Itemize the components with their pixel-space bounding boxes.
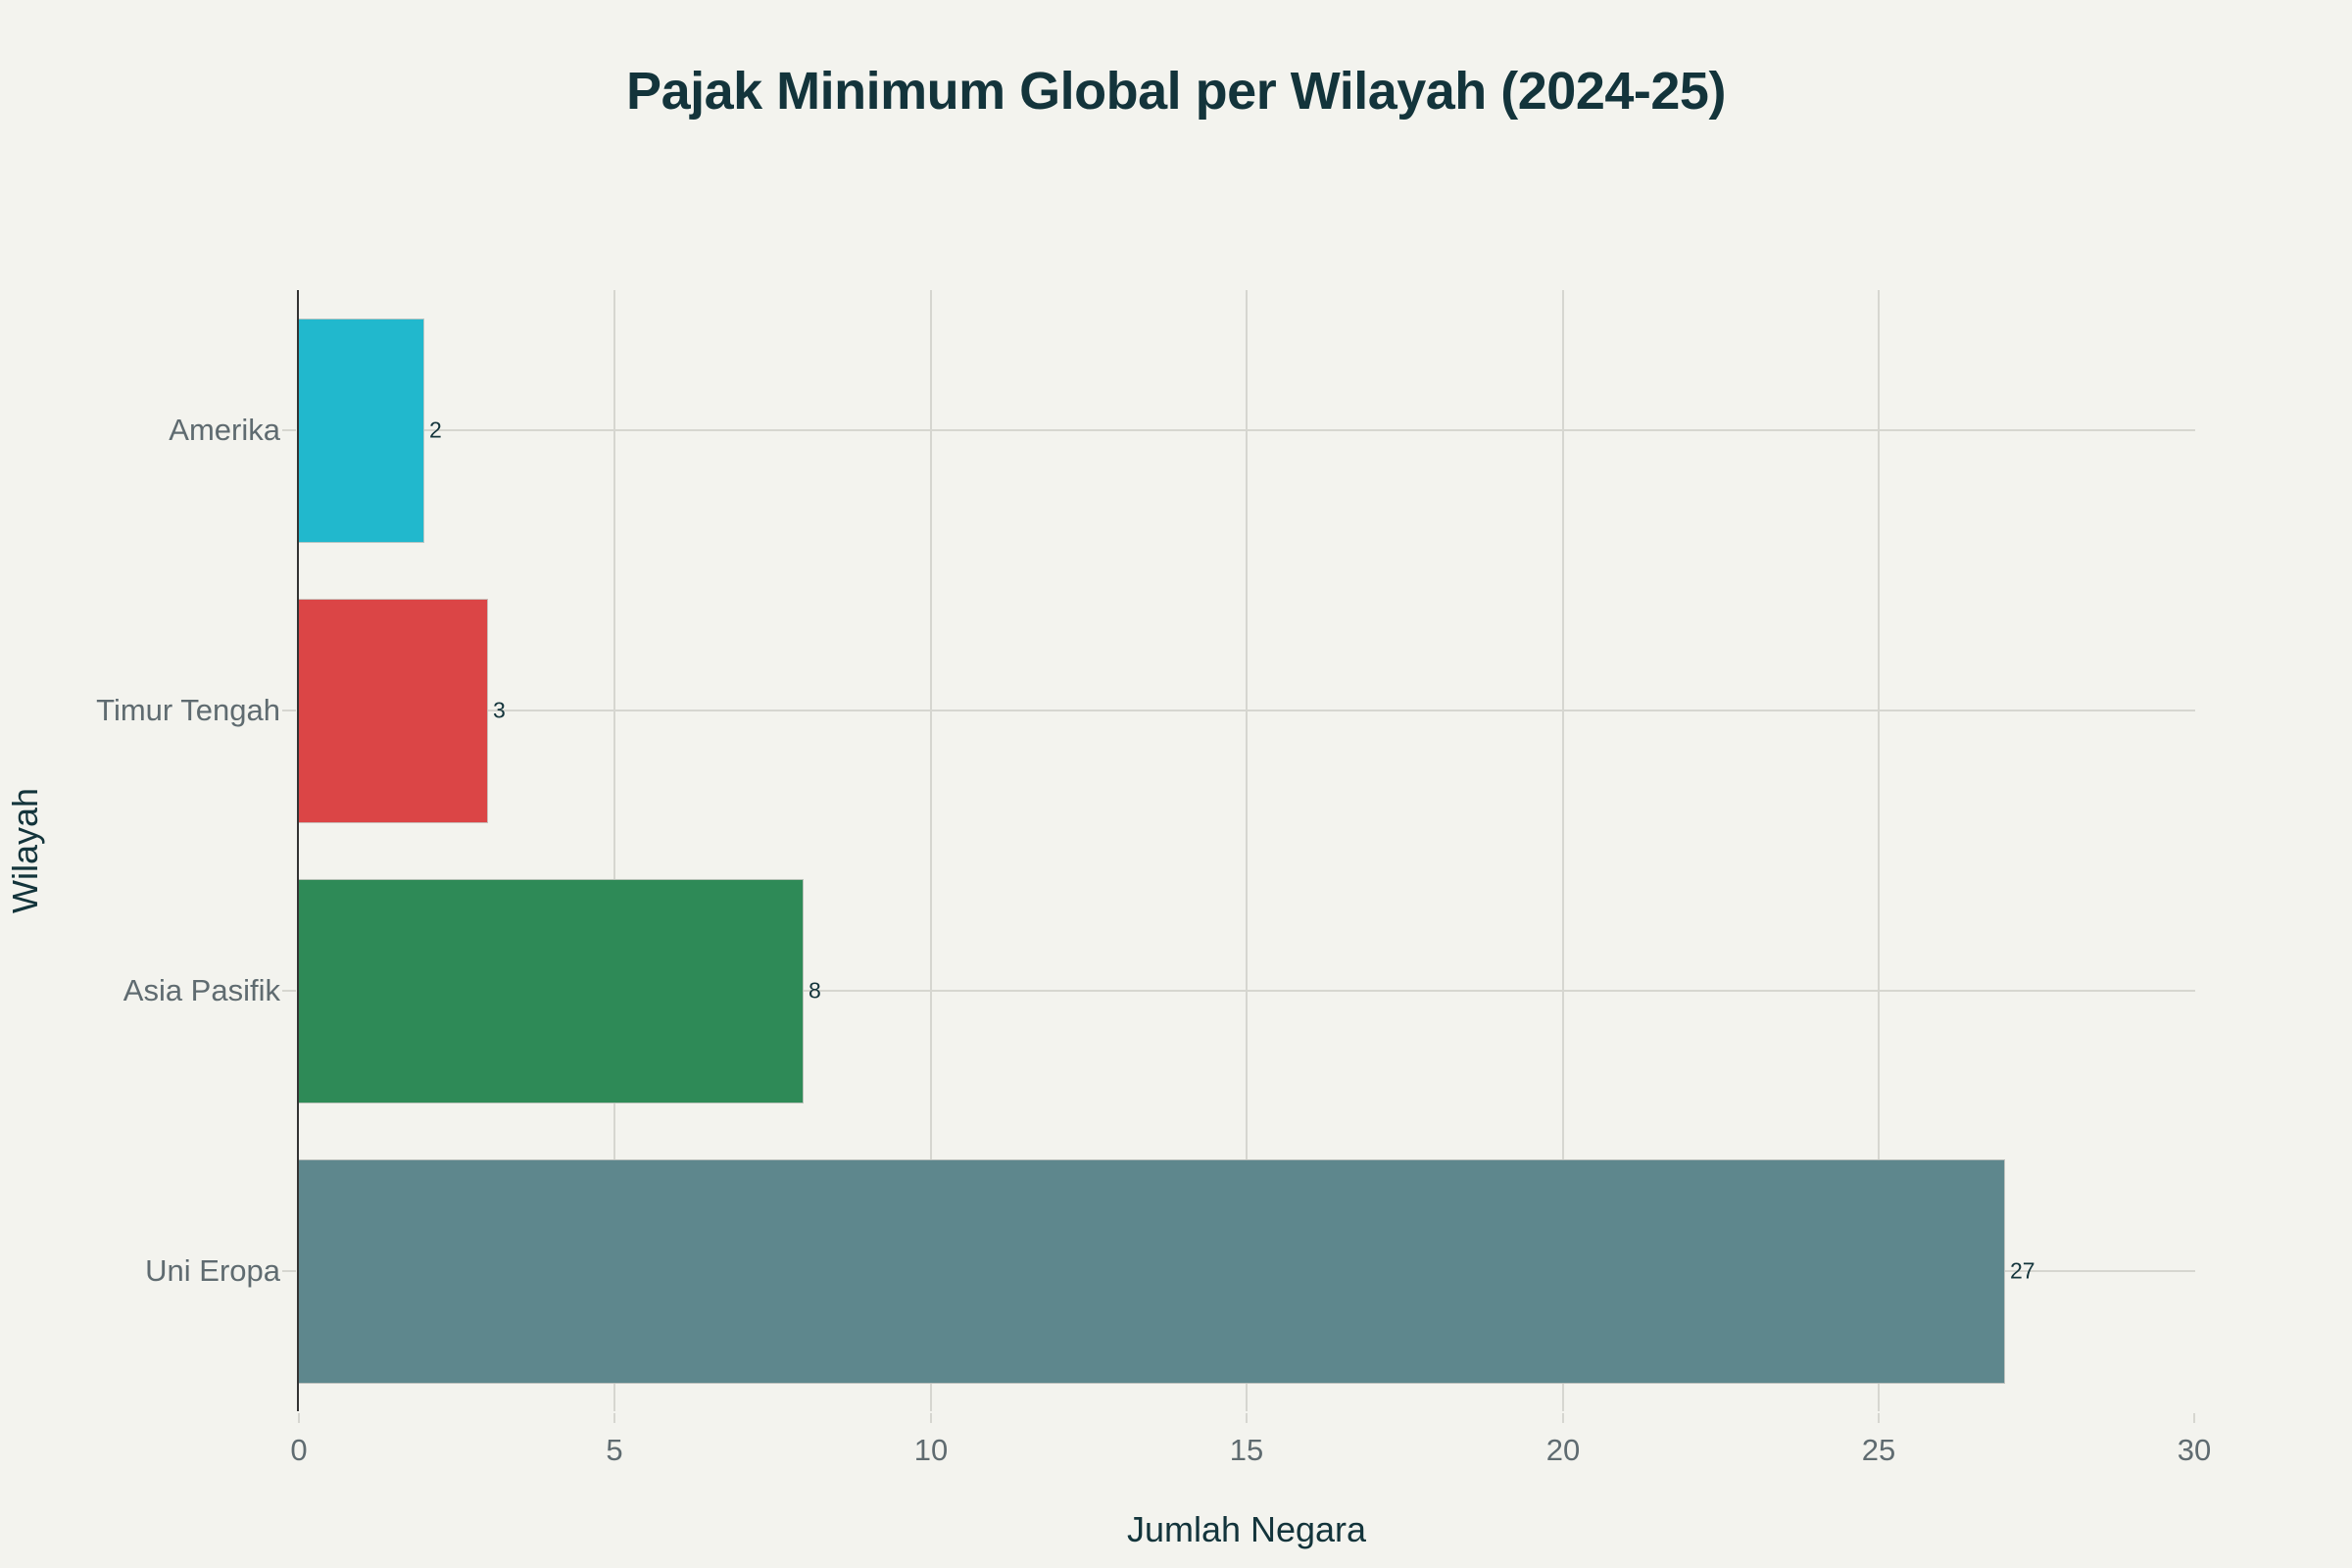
category-label-asia-pasifik: Asia Pasifik bbox=[122, 973, 280, 1007]
x-tick bbox=[1878, 1413, 1880, 1423]
gridline-x-25 bbox=[1878, 290, 1880, 1411]
bar-asia-pasifik[interactable] bbox=[298, 879, 804, 1103]
gridline-y-amerika bbox=[298, 429, 2195, 431]
bar-value-label: 8 bbox=[808, 977, 821, 1004]
x-tick-label: 15 bbox=[1229, 1433, 1264, 1467]
gridline-y-timur-tengah bbox=[298, 710, 2195, 711]
x-tick bbox=[298, 1413, 300, 1423]
x-tick-label: 25 bbox=[1861, 1433, 1896, 1467]
x-tick-label: 10 bbox=[913, 1433, 949, 1467]
category-label-uni-eropa: Uni Eropa bbox=[145, 1253, 280, 1288]
gridline-x-10 bbox=[930, 290, 932, 1411]
x-tick bbox=[2193, 1413, 2195, 1423]
bar-value-label: 3 bbox=[493, 697, 506, 723]
x-tick-label: 0 bbox=[290, 1433, 308, 1467]
gridline-x-15 bbox=[1246, 290, 1248, 1411]
category-label-timur-tengah: Timur Tengah bbox=[96, 693, 280, 727]
bar-value-label: 2 bbox=[429, 416, 442, 443]
x-tick bbox=[1562, 1413, 1564, 1423]
category-label-amerika: Amerika bbox=[169, 413, 280, 447]
gridline-x-5 bbox=[613, 290, 615, 1411]
y-tick bbox=[282, 710, 296, 711]
x-tick bbox=[1246, 1413, 1248, 1423]
x-tick bbox=[613, 1413, 615, 1423]
y-tick bbox=[282, 990, 296, 992]
x-tick-label: 20 bbox=[1545, 1433, 1581, 1467]
bar-value-label: 27 bbox=[2010, 1257, 2035, 1284]
gridline-x-20 bbox=[1562, 290, 1564, 1411]
bar-uni-eropa[interactable] bbox=[298, 1159, 2005, 1384]
y-tick bbox=[282, 429, 296, 431]
chart-title: Pajak Minimum Global per Wilayah (2024-2… bbox=[626, 62, 1726, 121]
bar-timur-tengah[interactable] bbox=[298, 599, 488, 823]
x-tick-label: 5 bbox=[606, 1433, 623, 1467]
bar-amerika[interactable] bbox=[298, 318, 424, 543]
y-tick bbox=[282, 1270, 296, 1272]
x-axis-title: Jumlah Negara bbox=[1126, 1509, 1367, 1549]
x-tick bbox=[930, 1413, 932, 1423]
plot-area: 2 3 8 27 bbox=[282, 290, 2195, 1423]
x-tick-label: 30 bbox=[2177, 1433, 2212, 1467]
gridline-y-asia-pasifik bbox=[298, 990, 2195, 992]
y-axis-title: Wilayah bbox=[5, 787, 45, 914]
y-axis-line bbox=[297, 290, 299, 1411]
